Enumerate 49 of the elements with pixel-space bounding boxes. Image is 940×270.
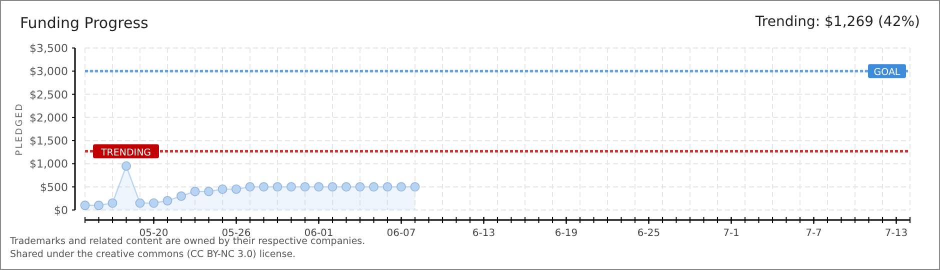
ref-line-label: TRENDING <box>100 147 152 158</box>
y-tick-label: $0 <box>54 204 68 217</box>
x-tick-label: 6-19 <box>554 228 578 239</box>
point <box>122 161 131 171</box>
point <box>80 200 90 210</box>
y-tick-label: $500 <box>40 180 68 194</box>
y-tick-label: $2,500 <box>30 88 68 102</box>
x-tick-label: 05-20 <box>139 228 168 239</box>
point <box>204 186 214 196</box>
point <box>232 184 241 194</box>
text: Trademarks and related content are owned by their respective companies. <box>9 236 366 247</box>
point <box>369 182 378 192</box>
point <box>149 198 158 208</box>
point <box>328 182 338 192</box>
y-axis-title: PLEDGED <box>15 102 25 156</box>
point <box>190 186 200 196</box>
point <box>272 182 282 192</box>
y-tick-label: $3,500 <box>30 42 68 55</box>
text: Shared under the creative commons (CC BY-NC 3.0) license. <box>10 249 296 260</box>
point <box>162 196 172 206</box>
x-tick-label: 6-13 <box>472 228 496 239</box>
point <box>355 182 365 192</box>
y-tick-label: $1,500 <box>30 134 68 148</box>
x-tick-label: 7-7 <box>806 228 822 239</box>
point <box>176 191 186 201</box>
x-tick-label: 7-1 <box>723 228 740 239</box>
point <box>382 182 392 192</box>
x-tick-label: 7-13 <box>884 228 908 239</box>
point <box>94 200 104 210</box>
point <box>135 198 145 208</box>
y-tick-label: $3,000 <box>30 65 68 78</box>
point <box>259 182 268 192</box>
point <box>108 198 118 208</box>
x-tick-label: 06-01 <box>304 228 334 239</box>
point <box>245 182 255 192</box>
point <box>300 182 310 192</box>
ref-line-label: GOAL <box>874 67 901 78</box>
point <box>410 182 420 192</box>
chart-title: Funding Progress <box>20 14 149 32</box>
x-tick-label: 6-25 <box>637 228 660 239</box>
x-tick-label: 06-07 <box>386 228 416 239</box>
y-tick-label: $1,000 <box>30 158 68 171</box>
point <box>286 182 296 192</box>
point <box>314 182 324 192</box>
chart-subtitle: Trending: $1,269 (42%) <box>754 14 920 30</box>
point <box>218 184 228 194</box>
y-tick-label: $2,000 <box>30 111 68 124</box>
point <box>342 182 351 192</box>
point <box>396 182 406 192</box>
